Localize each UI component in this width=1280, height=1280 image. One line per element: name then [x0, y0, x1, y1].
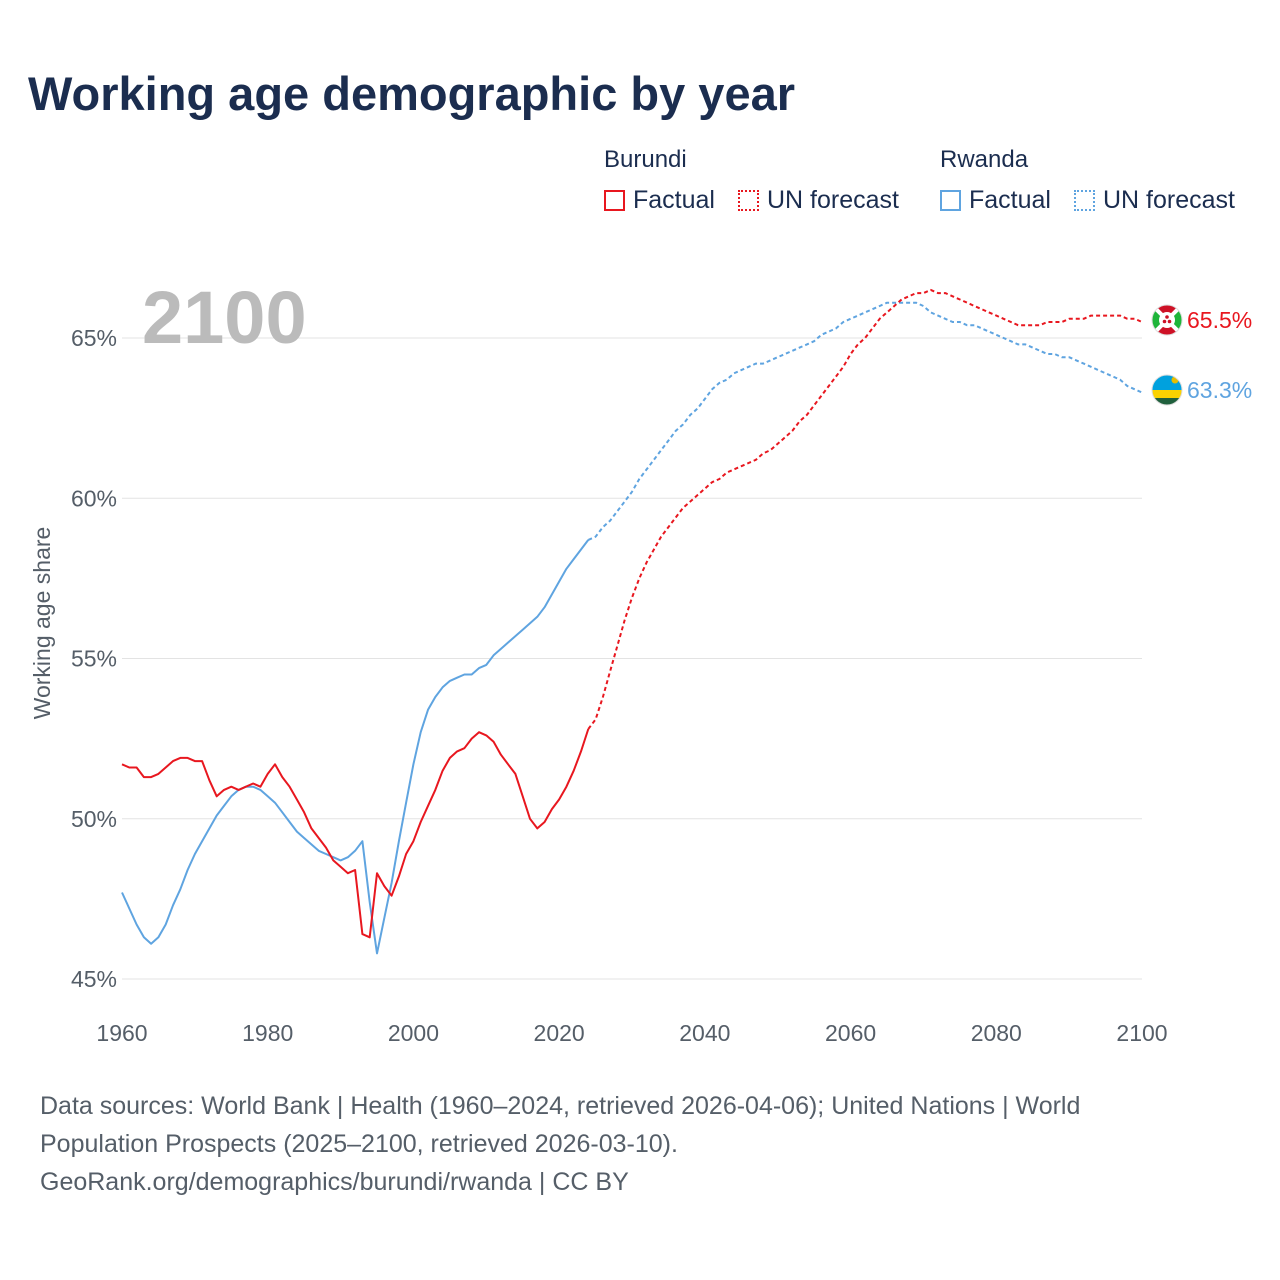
y-tick-label: 60% [71, 485, 117, 511]
x-tick-label: 2020 [534, 1020, 585, 1046]
series-lines [121, 288, 1143, 955]
end-label-burundi: 65.5% [1187, 307, 1252, 333]
x-tick-label: 2000 [388, 1020, 439, 1046]
year-display: 2100 [142, 276, 307, 359]
legend-label-burundi-factual: Factual [633, 186, 715, 214]
legend-item-rwanda-factual[interactable]: Factual [940, 186, 1051, 215]
footer-line-3: GeoRank.org/demographics/burundi/rwanda … [40, 1168, 629, 1196]
footer-line-1: Data sources: World Bank | Health (1960–… [40, 1092, 1081, 1120]
footer-sources: Data sources: World Bank | Health (1960–… [40, 1087, 1220, 1201]
x-tick-label: 2040 [679, 1020, 730, 1046]
series-burundi-forecast-line [587, 288, 1143, 730]
legend-swatch-rwanda-factual [940, 190, 961, 211]
chart-title: Working age demographic by year [28, 67, 796, 120]
line-chart: 45% 50% 55% 60% 65% 1960 1980 2000 2020 2040 2060 2… [29, 276, 1252, 1046]
y-axis-title: Working age share [29, 527, 55, 720]
gridlines [122, 337, 1142, 980]
legend-item-burundi-factual[interactable]: Factual [604, 186, 715, 215]
end-label-rwanda: 63.3% [1187, 377, 1252, 403]
legend-group-burundi: Burundi [604, 146, 687, 173]
legend-swatch-burundi-forecast [738, 190, 759, 211]
x-tick-label: 2100 [1116, 1020, 1167, 1046]
legend-label-rwanda-factual: Factual [969, 186, 1051, 214]
legend-item-burundi-forecast[interactable]: UN forecast [738, 186, 899, 215]
legend-label-rwanda-forecast: UN forecast [1103, 186, 1235, 214]
legend-swatch-burundi-factual [604, 190, 625, 211]
x-tick-label: 1980 [242, 1020, 293, 1046]
rwanda-flag-icon [1151, 374, 1183, 406]
legend-label-burundi-forecast: UN forecast [767, 186, 899, 214]
legend-item-rwanda-forecast[interactable]: UN forecast [1074, 186, 1235, 215]
x-tick-label: 1960 [96, 1020, 147, 1046]
series-rwanda-forecast-line [587, 301, 1143, 541]
axis-ticks: 45% 50% 55% 60% 65% 1960 1980 2000 2020 2040 2060 2… [71, 325, 1168, 1046]
y-tick-label: 65% [71, 325, 117, 351]
y-tick-label: 55% [71, 646, 117, 672]
x-tick-label: 2080 [971, 1020, 1022, 1046]
y-tick-label: 50% [71, 806, 117, 832]
series-rwanda-factual-line [121, 539, 590, 955]
burundi-flag-icon [1151, 304, 1183, 336]
series-burundi-factual-line [121, 728, 590, 939]
footer-line-2: Population Prospects (2025–2100, retriev… [40, 1130, 678, 1158]
legend-group-rwanda: Rwanda [940, 146, 1029, 173]
x-tick-label: 2060 [825, 1020, 876, 1046]
legend-swatch-rwanda-forecast [1074, 190, 1095, 211]
y-tick-label: 45% [71, 966, 117, 992]
